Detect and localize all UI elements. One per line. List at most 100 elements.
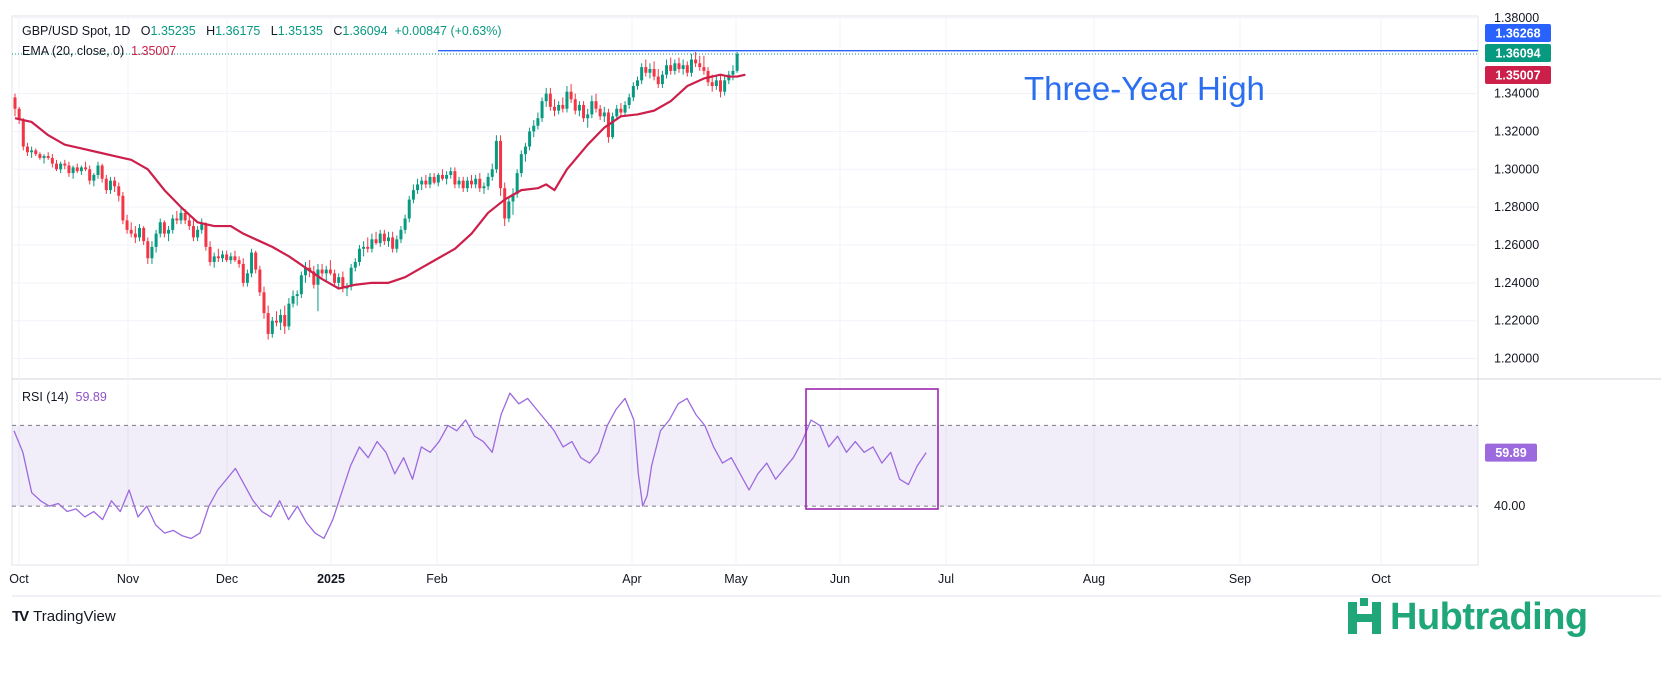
candle [474, 174, 478, 189]
last-price-tag-bg [1485, 44, 1551, 62]
candle [200, 218, 204, 234]
candle-body [449, 171, 453, 175]
candle-body [548, 93, 552, 107]
hub-h-icon [1348, 597, 1381, 634]
candle [677, 57, 681, 73]
candle-body [104, 178, 108, 191]
candle [21, 118, 25, 151]
candle [71, 165, 75, 179]
candle [63, 159, 67, 170]
candle-body [113, 180, 117, 187]
candle-body [17, 108, 21, 121]
plot-frame [11, 15, 1479, 566]
candle [511, 188, 515, 215]
candle [333, 269, 337, 287]
candle [731, 65, 735, 81]
candle-body [171, 218, 175, 230]
candle-body [187, 220, 191, 227]
candle-body [511, 193, 515, 202]
candle-body [67, 165, 71, 174]
open-value: 1.35235 [150, 24, 196, 38]
candle-body [428, 176, 432, 185]
x-tick-label: Apr [622, 572, 641, 586]
candle-body [237, 260, 241, 264]
candle [150, 241, 154, 264]
candle [233, 250, 237, 263]
annotation-three-year-high: Three-Year High [1024, 70, 1265, 107]
candle [619, 103, 623, 117]
candle-body [374, 239, 378, 244]
candle [528, 127, 532, 151]
candle-body [200, 224, 204, 230]
candle-body [100, 165, 104, 179]
candle [507, 197, 511, 223]
candle [416, 178, 420, 194]
candle-body [719, 80, 722, 92]
candle-body [644, 67, 648, 73]
candle-body [291, 296, 295, 304]
candle [245, 269, 249, 287]
candle [503, 182, 507, 227]
candle [75, 163, 79, 174]
candle [582, 101, 586, 122]
candle-body [38, 154, 42, 158]
candle-body [266, 313, 270, 334]
candle-body [270, 320, 274, 334]
candle [627, 93, 631, 109]
candle [660, 70, 664, 88]
candle-body [677, 63, 681, 69]
candle-body [324, 269, 328, 274]
candle [50, 154, 54, 168]
candle-body [150, 246, 154, 259]
candle [366, 237, 370, 253]
candle-body [25, 146, 29, 153]
candle-body [353, 262, 357, 268]
candle [553, 99, 556, 117]
candle [486, 173, 490, 191]
candle-body [615, 108, 619, 117]
candle-body [42, 156, 46, 158]
candle-body [735, 53, 739, 71]
symbol-label: GBP/USD Spot, 1D [22, 24, 131, 38]
candle-body [565, 91, 569, 109]
candle [59, 161, 63, 174]
candle [694, 51, 698, 68]
candle-body [221, 254, 224, 259]
candle [685, 61, 689, 77]
candle [594, 93, 598, 113]
candle-body [108, 180, 112, 191]
candle-body [179, 212, 183, 221]
y-tick-label: 1.28000 [1494, 200, 1539, 214]
candle-body [432, 176, 436, 183]
candle [399, 226, 403, 244]
candle-body [714, 80, 718, 87]
x-tick-label: Oct [9, 572, 29, 586]
candle-body [299, 275, 303, 295]
candle-body [162, 222, 166, 234]
candle-body [46, 156, 50, 158]
candle [673, 59, 677, 75]
change-value: +0.00847 (+0.63%) [394, 24, 502, 38]
candle [96, 161, 100, 179]
candle-body [262, 292, 266, 314]
x-tick-label: 2025 [317, 572, 345, 586]
candle [382, 229, 386, 245]
rsi-value-tag: 59.89 [1495, 446, 1526, 460]
y-tick-label: 1.24000 [1494, 276, 1539, 290]
candle [611, 112, 615, 140]
resistance-price-tag: 1.36268 [1495, 27, 1540, 41]
candle [656, 68, 660, 88]
candle-body [212, 256, 216, 263]
candle-body [328, 269, 332, 274]
candle [337, 273, 341, 289]
candle-body [142, 227, 146, 242]
candle-body [590, 101, 594, 115]
candle-body [416, 184, 420, 191]
candle-body [731, 70, 735, 75]
rsi-legend: RSI (14) 59.89 [22, 390, 107, 404]
candle-body [225, 254, 229, 261]
candle-body [50, 157, 54, 164]
candle-body [13, 97, 17, 109]
candle [494, 135, 498, 174]
candle-body [96, 165, 100, 175]
